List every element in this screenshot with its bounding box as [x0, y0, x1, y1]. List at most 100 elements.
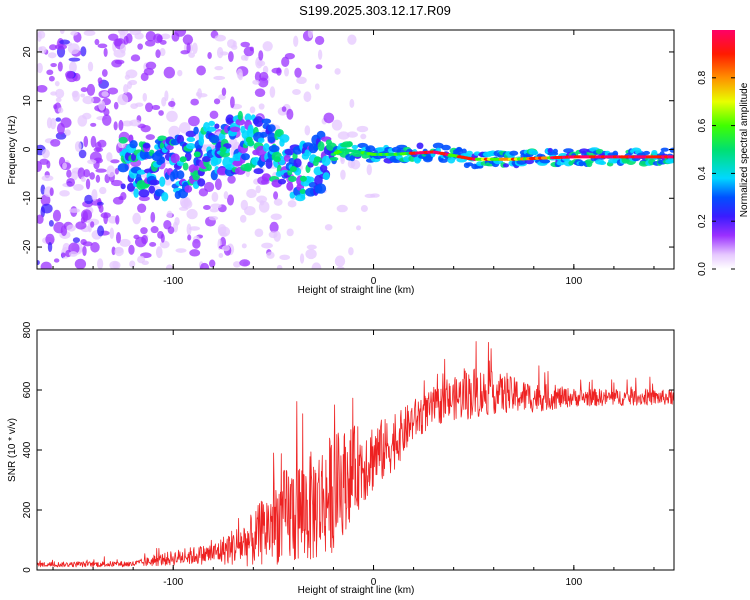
noise-blob — [228, 51, 234, 62]
noise-blob — [48, 220, 54, 227]
noise-blob — [331, 119, 343, 131]
signal-blob — [148, 185, 156, 194]
noise-blob — [347, 34, 357, 45]
spectrogram-y-tick-label: -10 — [22, 191, 33, 206]
noise-blob — [41, 175, 54, 182]
signal-blob — [225, 114, 235, 125]
signal-blob — [126, 182, 135, 192]
noise-blob — [90, 122, 97, 127]
signal-blob — [182, 162, 189, 171]
noise-blob — [103, 47, 108, 57]
signal-blob — [455, 147, 464, 153]
signal-blob — [267, 124, 276, 132]
spectrogram-y-tick-label: 20 — [22, 46, 33, 58]
signal-blob — [244, 113, 252, 122]
noise-blob — [103, 212, 109, 225]
signal-blob — [166, 144, 174, 151]
signal-blob — [461, 148, 467, 155]
noise-blob — [208, 259, 216, 268]
noise-blob — [68, 242, 80, 255]
signal-blob — [466, 150, 473, 156]
noise-blob — [360, 204, 368, 213]
noise-blob — [324, 224, 333, 231]
signal-blob — [185, 130, 197, 138]
noise-blob — [110, 159, 120, 164]
signal-blob — [244, 162, 253, 172]
noise-blob — [39, 158, 49, 165]
noise-blob — [97, 77, 103, 85]
snr-y-tick-label: 400 — [22, 441, 33, 458]
noise-blob — [163, 219, 172, 230]
noise-blob — [98, 100, 106, 111]
noise-blob — [209, 208, 219, 213]
noise-blob — [226, 194, 235, 206]
noise-blob — [140, 72, 149, 82]
noise-blob — [74, 258, 87, 269]
noise-blob — [109, 227, 115, 240]
noise-blob — [106, 152, 113, 162]
signal-blob — [361, 153, 370, 159]
noise-blob — [65, 70, 75, 79]
noise-blob — [168, 125, 181, 138]
noise-blob — [155, 49, 161, 59]
signal-blob — [274, 128, 284, 138]
noise-blob — [82, 95, 94, 105]
noise-blob — [258, 103, 265, 110]
noise-blob — [356, 125, 369, 133]
noise-blob — [210, 203, 222, 209]
noise-blob — [55, 117, 62, 122]
noise-blob — [82, 245, 87, 257]
signal-blob — [143, 143, 150, 149]
noise-blob — [97, 43, 108, 49]
noise-blob — [281, 56, 290, 68]
noise-blob — [50, 63, 57, 68]
noise-blob — [102, 114, 112, 126]
noise-blob — [168, 100, 176, 107]
noise-blob — [175, 248, 187, 253]
signal-peak — [179, 156, 187, 163]
noise-blob — [113, 101, 119, 110]
noise-blob — [128, 79, 138, 86]
noise-blob — [292, 88, 301, 96]
noise-blob — [159, 48, 166, 57]
noise-blob — [366, 164, 372, 176]
signal-blob — [578, 160, 585, 167]
noise-blob — [134, 32, 144, 40]
noise-blob — [49, 44, 57, 51]
noise-blob — [286, 108, 294, 120]
snr-x-tick-label: 100 — [565, 577, 582, 588]
signal-blob — [322, 172, 330, 181]
noise-blob — [145, 30, 156, 42]
noise-blob — [149, 242, 157, 247]
snr-ticks: -100 0 100 0 200 400 600 800 — [22, 321, 674, 588]
signal-blob — [198, 136, 205, 146]
noise-blob — [197, 88, 202, 100]
noise-blob — [54, 81, 60, 87]
noise-blob — [55, 44, 67, 50]
noise-blob — [141, 234, 148, 245]
noise-blob — [89, 172, 95, 180]
noise-blob — [80, 209, 93, 221]
noise-blob — [281, 106, 287, 112]
signal-blob — [552, 148, 558, 154]
noise-blob — [124, 74, 131, 80]
noise-blob — [59, 30, 65, 35]
noise-blob — [75, 221, 87, 230]
signal-blob — [651, 149, 658, 156]
noise-blob — [40, 261, 52, 269]
signal-blob — [530, 150, 539, 156]
colorbar-tick-label: 0.0 — [697, 262, 708, 276]
signal-blob — [149, 179, 160, 186]
noise-blob — [269, 86, 276, 98]
snr-y-tick-label: 800 — [22, 321, 33, 338]
noise-blob — [336, 266, 345, 269]
noise-blob — [94, 38, 100, 46]
noise-blob — [145, 61, 157, 70]
noise-blob — [161, 96, 167, 107]
noise-blob — [69, 61, 77, 73]
colorbar-tick-label: 0.2 — [697, 214, 708, 228]
noise-blob — [103, 108, 110, 117]
noise-blob — [156, 34, 163, 43]
noise-blob — [270, 213, 282, 220]
